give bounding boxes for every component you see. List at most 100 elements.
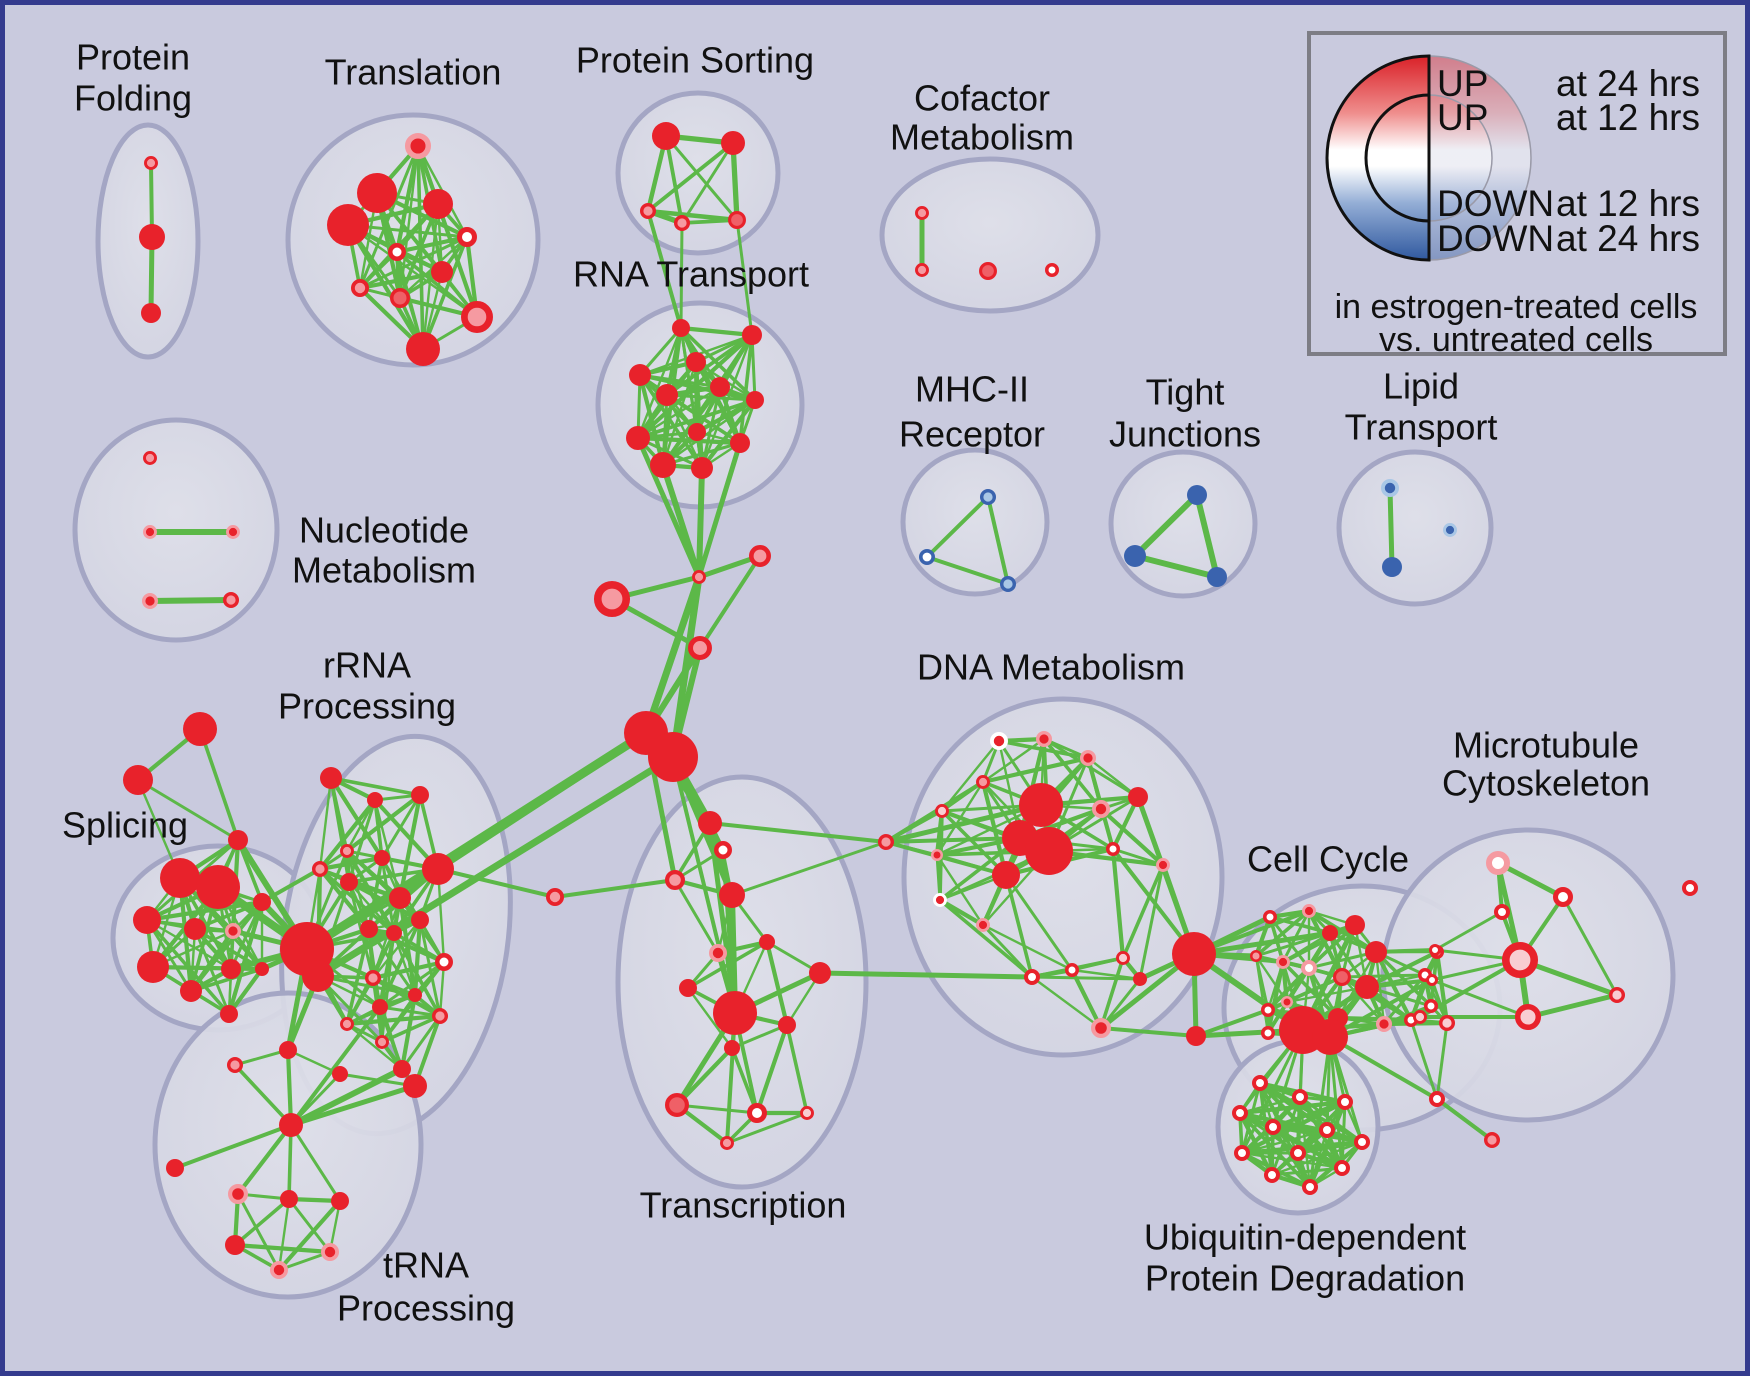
- node-d4: [976, 775, 990, 789]
- node-ub11: [1264, 1167, 1280, 1183]
- node-sp9: [221, 959, 241, 979]
- cluster-label-microtubule-cytoskeleton-line1: Microtubule: [1453, 725, 1639, 766]
- node-nm2: [143, 525, 157, 539]
- node-d3: [1079, 749, 1097, 767]
- node-tr2: [714, 841, 732, 859]
- cluster-label-transcription-line1: Transcription: [640, 1185, 847, 1226]
- node-rr9: [422, 853, 454, 885]
- node-ccr3: [1429, 1091, 1445, 1107]
- node-m4: [1501, 941, 1539, 979]
- cluster-shell-lipid-transport: [1336, 449, 1494, 607]
- cluster-label-translation-line1: Translation: [325, 52, 502, 93]
- node-r10: [730, 433, 750, 453]
- node-t2: [357, 173, 397, 213]
- node-u3: [331, 1192, 349, 1210]
- node-ub7: [1354, 1134, 1370, 1150]
- node-b2: [226, 1056, 244, 1074]
- node-ccr2: [1483, 1131, 1501, 1149]
- node-cf2: [915, 263, 929, 277]
- node-rr18: [340, 1017, 354, 1031]
- node-ub12: [1302, 1179, 1318, 1195]
- node-ub8: [1234, 1145, 1250, 1161]
- node-d14: [931, 849, 943, 861]
- node-r4: [629, 364, 651, 386]
- legend-caption-line1: in estrogen-treated cells: [1335, 288, 1698, 326]
- cluster-label-rrna-processing-line1: rRNA: [323, 645, 411, 686]
- cluster-label-ubiquitin-degradation-line2: Protein Degradation: [1145, 1258, 1465, 1299]
- node-tr11: [724, 1040, 740, 1056]
- node-sp2: [196, 865, 240, 909]
- legend-direction-2: UP: [1437, 97, 1488, 138]
- node-cc4: [1345, 915, 1365, 935]
- node-t8: [350, 278, 370, 298]
- node-t11: [406, 332, 440, 366]
- cluster-label-splicing-line1: Splicing: [62, 805, 188, 846]
- node-r9: [626, 426, 650, 450]
- node-rr20: [393, 1060, 411, 1078]
- node-cc10: [1355, 975, 1379, 999]
- node-r5: [710, 377, 730, 397]
- legend-time-3: at 12 hrs: [1556, 183, 1700, 224]
- node-ps4: [673, 214, 691, 232]
- node-mfar: [1682, 880, 1698, 896]
- node-cc16: [1375, 1015, 1393, 1033]
- node-bw2: [545, 887, 565, 907]
- node-b1: [279, 1041, 297, 1059]
- node-st2: [123, 765, 153, 795]
- node-d6: [1091, 799, 1111, 819]
- node-rr1: [320, 767, 342, 789]
- node-mh2: [918, 548, 935, 565]
- legend-glyph-inner-left: [1364, 93, 1431, 223]
- node-rr8: [389, 887, 411, 909]
- node-pf3: [141, 303, 161, 323]
- node-rr17: [431, 1007, 449, 1025]
- node-d18: [1065, 963, 1079, 977]
- node-m3: [1494, 904, 1510, 920]
- node-d22: [1172, 932, 1216, 976]
- node-pf2: [139, 224, 165, 250]
- cluster-label-lipid-transport-line2: Transport: [1345, 407, 1498, 448]
- node-d12: [1106, 842, 1120, 856]
- cluster-label-lipid-transport-line1: Lipid: [1383, 366, 1459, 407]
- node-d1: [989, 731, 1009, 751]
- node-sp3: [133, 906, 161, 934]
- node-m7: [1429, 944, 1441, 956]
- node-cc7: [1276, 955, 1290, 969]
- node-d19: [1116, 951, 1130, 965]
- node-tr5: [759, 934, 775, 950]
- node-cc15: [1261, 1026, 1275, 1040]
- node-d20: [1133, 972, 1147, 986]
- node-ps1: [652, 122, 680, 150]
- node-d17: [1024, 969, 1040, 985]
- node-m5: [1608, 986, 1626, 1004]
- node-cc14b: [1312, 1019, 1348, 1055]
- node-ch3: [593, 580, 631, 618]
- nodes-layer: [123, 122, 1698, 1280]
- node-cc5: [1365, 941, 1387, 963]
- node-r2: [742, 325, 762, 345]
- node-tj3: [1207, 567, 1227, 587]
- node-ch4: [688, 636, 712, 660]
- legend-time-1: at 24 hrs: [1556, 63, 1700, 104]
- node-d23: [1186, 1026, 1206, 1046]
- cluster-shell-mhc-ii-receptor: [900, 447, 1050, 597]
- node-rr15: [408, 988, 422, 1002]
- node-nm3: [226, 525, 240, 539]
- node-t7: [431, 261, 453, 283]
- node-rr12: [411, 911, 429, 929]
- node-t1: [404, 132, 432, 160]
- node-rr13: [435, 953, 453, 971]
- node-d21: [1090, 1017, 1111, 1038]
- node-r7: [746, 391, 764, 409]
- node-tr14: [800, 1106, 814, 1120]
- node-sp6: [253, 893, 271, 911]
- node-ub6: [1319, 1122, 1335, 1138]
- node-nm4: [141, 592, 159, 610]
- node-d11: [992, 861, 1020, 889]
- node-t9: [390, 288, 410, 308]
- node-r1: [672, 319, 690, 337]
